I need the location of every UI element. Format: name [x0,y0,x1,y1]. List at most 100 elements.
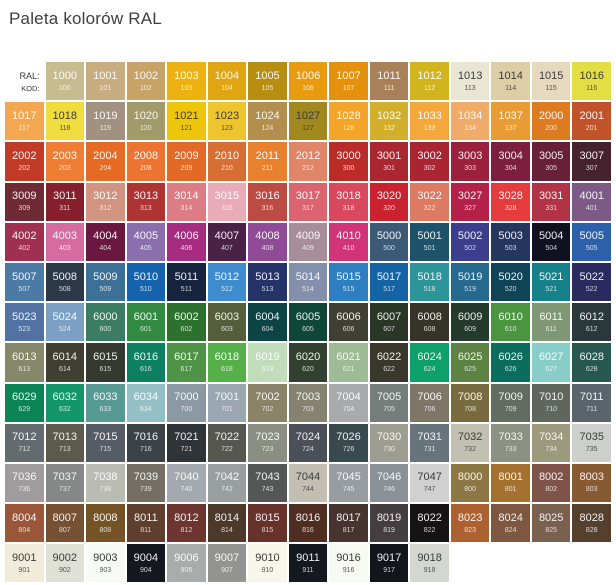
ral-swatch-8017: 8017 817 [329,504,368,543]
ral-number: 1014 [498,69,523,82]
ral-number: 6017 [174,350,199,363]
ral-number: 7046 [376,471,402,484]
ral-number: 7033 [498,431,523,444]
ral-swatch-6011: 6011 611 [531,303,571,342]
ral-code: 632 [58,406,71,414]
ral-number: 7044 [295,471,321,484]
ral-swatch-5014: 5014 514 [288,262,328,302]
ral-number: 8004 [12,511,37,524]
ral-number: 1005 [255,69,280,82]
ral-code: 814 [221,526,233,534]
ral-swatch-7008: 7008 708 [450,383,490,422]
ral-number: 3028 [498,190,523,203]
ral-number: 2001 [579,109,604,122]
ral-code: 409 [302,245,314,253]
ral-swatch-3028: 3028 328 [491,182,530,221]
ral-code: 115 [545,84,557,92]
ral-swatch-9004: 9004 904 [126,544,166,583]
ral-swatch-7043: 7043 743 [248,463,287,503]
ral-swatch-4008: 4008 408 [248,222,287,261]
ral-number: 7004 [336,391,361,404]
ral-swatch-5023: 5023 523 [5,303,44,342]
ral-number: 2009 [174,149,199,162]
ral-swatch-7012: 7012 712 [5,423,44,462]
ral-code: 305 [545,164,558,172]
grid-header-cell: RAL: KOD: [5,62,44,101]
ral-number: 7034 [538,431,564,444]
ral-swatch-3016: 3016 316 [248,182,287,221]
ral-swatch-5019: 5019 519 [450,262,490,302]
ral-number: 7038 [93,471,118,484]
ral-code: 500 [383,245,395,253]
ral-code: 706 [423,406,436,414]
ral-swatch-8024: 8024 824 [491,504,530,543]
ral-number: 6011 [539,310,564,323]
ral-swatch-9003: 9003 903 [86,544,125,583]
ral-number: 5014 [295,270,321,283]
empty-cell [531,544,571,583]
ral-number: 7030 [376,431,402,444]
ral-number: 1024 [255,109,280,122]
ral-number: 8016 [295,511,321,524]
ral-number: 8023 [457,511,483,524]
ral-number: 4008 [255,230,280,243]
ral-swatch-3001: 3001 301 [369,142,409,181]
ral-code: 906 [180,566,193,574]
ral-code: 137 [504,124,517,132]
ral-code: 111 [383,84,395,92]
ral-number: 7011 [579,391,604,404]
ral-swatch-7022: 7022 722 [207,423,247,462]
ral-swatch-4001: 4001 401 [572,182,611,221]
ral-swatch-1021: 1021 121 [167,102,206,141]
ral-number: 7012 [12,431,37,444]
ral-code: 204 [99,164,112,172]
ral-number: 3009 [12,190,37,203]
ral-code: 738 [99,486,112,494]
ral-number: 2010 [214,149,240,162]
ral-code: 700 [180,406,193,414]
ral-number: 7013 [52,431,78,444]
ral-code: 825 [545,526,558,534]
ral-number: 8015 [255,511,280,524]
ral-code: 120 [140,124,152,132]
ral-number: 6018 [214,350,240,363]
ral-swatch-9002: 9002 902 [45,544,85,583]
ral-number: 1006 [295,69,321,82]
ral-swatch-9006: 9006 906 [167,544,206,583]
ral-number: 7036 [12,471,37,484]
ral-swatch-2003: 2003 203 [45,142,85,181]
ral-number: 5023 [12,310,37,323]
ral-code: 802 [545,486,558,494]
ral-code: 212 [302,164,314,172]
ral-swatch-8011: 8011 811 [126,504,166,543]
ral-number: 5000 [376,230,402,243]
ral-number: 1028 [336,109,361,122]
ral-swatch-6021: 6021 621 [329,343,368,382]
ral-number: 6009 [457,310,483,323]
ral-code: 823 [464,526,476,534]
ral-code: 628 [585,365,598,373]
ral-number: 6004 [255,310,280,323]
ral-swatch-3009: 3009 309 [5,182,44,221]
ral-number: 1007 [336,69,361,82]
ral-number: 3005 [538,149,564,162]
ral-swatch-8019: 8019 819 [369,504,409,543]
ral-number: 1012 [417,69,442,82]
ral-swatch-5024: 5024 524 [45,303,85,342]
ral-code: 203 [58,164,71,172]
ral-code: 327 [464,205,476,213]
ral-swatch-7003: 7003 703 [288,383,328,422]
ral-swatch-8000: 8000 800 [450,463,490,503]
ral-swatch-4010: 4010 410 [329,222,368,261]
ral-swatch-5010: 5010 510 [126,262,166,302]
ral-code: 713 [58,446,71,454]
ral-number: 6029 [12,391,37,404]
ral-code: 901 [18,566,31,574]
ral-swatch-7004: 7004 704 [329,383,368,422]
ral-swatch-8022: 8022 822 [410,504,449,543]
ral-code: 512 [221,285,233,293]
ral-swatch-7011: 7011 711 [572,383,611,422]
ral-code: 202 [18,164,31,172]
ral-swatch-2011: 2011 211 [248,142,287,181]
ral-code: 312 [99,205,112,213]
